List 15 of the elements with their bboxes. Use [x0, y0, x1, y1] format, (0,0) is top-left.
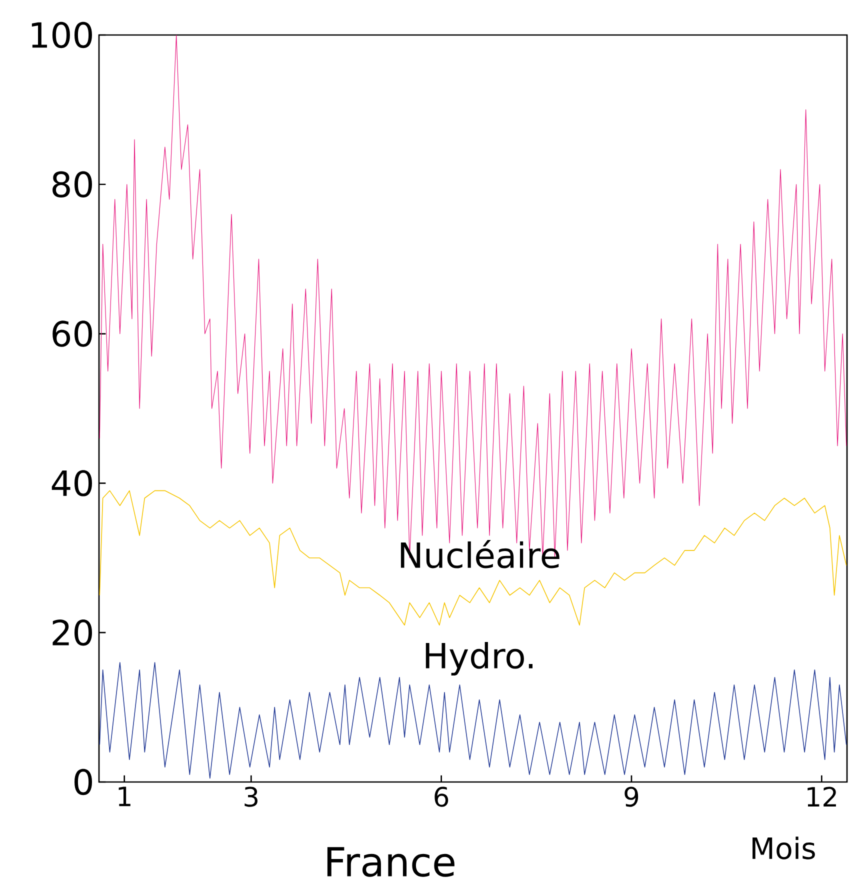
x-axis-title: Mois: [752, 836, 815, 860]
text: France: [327, 847, 454, 877]
x-tick-label: 6: [434, 786, 448, 807]
y-tick-label: 0: [74, 768, 92, 796]
x-tick-label: 3: [244, 786, 258, 807]
series-label: Nucléaire: [400, 540, 560, 568]
series-label: Hydro.: [426, 642, 532, 676]
y-tick-label: 60: [52, 320, 92, 347]
y-tick-label: 40: [52, 470, 92, 496]
x-tick-label: 9: [624, 786, 638, 807]
y-tick-label: 20: [52, 619, 92, 646]
y-tick-label: 100: [32, 22, 92, 48]
y-tick-label: 80: [52, 171, 92, 198]
x-tick-label: 1: [118, 786, 130, 806]
x-tick-label: 12: [808, 786, 836, 806]
